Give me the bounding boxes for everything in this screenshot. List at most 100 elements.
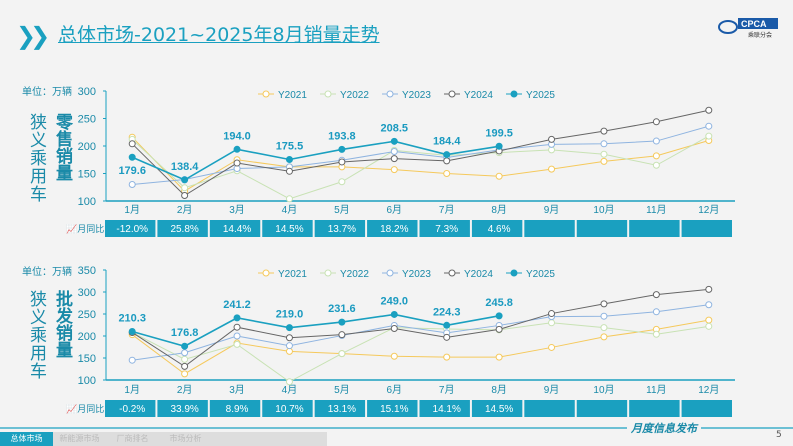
tab-market-analysis[interactable]: 市场分析 — [169, 434, 202, 443]
data-point-Y2023 — [128, 356, 136, 364]
x-tick-label: 4月 — [282, 204, 298, 216]
yoy-value: 14.5% — [275, 224, 303, 235]
svg-text:CPCA: CPCA — [741, 19, 767, 29]
x-tick-label: 12月 — [698, 204, 719, 216]
x-tick-label: 12月 — [698, 384, 719, 396]
series-line-Y2023 — [132, 125, 709, 185]
legend-label: Y2021 — [278, 90, 307, 101]
data-point-Y2024 — [181, 362, 189, 370]
unit-label: 单位：万辆 — [22, 267, 72, 278]
data-point-Y2023 — [181, 349, 189, 357]
yoy-value: 4.6% — [488, 224, 511, 235]
data-point-Y2021 — [495, 353, 503, 361]
yoy-value: 18.2% — [380, 224, 408, 235]
data-point-Y2022 — [181, 355, 189, 363]
yoy-label: 📈月同比 — [66, 223, 104, 234]
data-point-Y2023 — [652, 308, 660, 316]
yoy-value: 10.7% — [275, 404, 303, 415]
legend-label: Y2024 — [464, 90, 493, 101]
data-point-Y2023 — [233, 332, 241, 340]
y-tick-label: 150 — [78, 169, 96, 181]
x-tick-label: 5月 — [334, 384, 350, 396]
series-line-Y2022 — [131, 135, 710, 200]
data-point-Y2021 — [181, 370, 189, 378]
yoy-cell — [629, 400, 680, 417]
yoy-value: -0.2% — [119, 404, 145, 415]
data-point-Y2023 — [600, 140, 608, 148]
data-point-Y2021 — [390, 166, 398, 174]
x-tick-label: 11月 — [646, 204, 666, 216]
data-point-Y2024 — [443, 157, 451, 165]
x-tick-label: 8月 — [491, 384, 507, 396]
y-tick-label: 300 — [78, 86, 96, 98]
yoy-cell — [471, 220, 523, 237]
yoy-value: 13.7% — [328, 224, 356, 235]
data-point-Y2024 — [443, 333, 451, 341]
y-tick-label: 100 — [78, 196, 96, 208]
yoy-label: 📈月同比 — [66, 403, 104, 414]
tab-overall-market[interactable]: 总体市场 — [0, 432, 53, 446]
data-point-Y2024 — [652, 291, 660, 299]
data-point-Y2025 — [233, 145, 241, 153]
data-point-Y2022 — [233, 340, 241, 348]
data-label: 210.3 — [118, 312, 146, 324]
data-point-Y2025 — [338, 318, 346, 326]
y-tick-label: 200 — [78, 331, 96, 343]
data-point-Y2023 — [285, 342, 293, 350]
data-label: 193.8 — [328, 130, 356, 142]
data-point-Y2021 — [495, 172, 503, 180]
yoy-cell — [105, 400, 156, 417]
data-point-Y2023 — [600, 312, 608, 320]
legend-marker — [262, 90, 270, 98]
data-label: 224.3 — [433, 306, 461, 318]
yoy-value: -12.0% — [116, 224, 148, 235]
data-label: 245.8 — [485, 297, 513, 309]
data-point-Y2024 — [285, 334, 293, 342]
yoy-cell — [262, 220, 313, 237]
legend-label: Y2022 — [340, 269, 369, 280]
data-point-Y2022 — [705, 322, 713, 330]
yoy-cell — [314, 220, 366, 237]
yoy-value: 15.1% — [380, 404, 408, 415]
data-label: 184.4 — [433, 136, 461, 148]
x-tick-label: 7月 — [439, 384, 455, 396]
yoy-cell — [209, 400, 261, 417]
yoy-cell — [471, 400, 523, 417]
yoy-value: 25.8% — [170, 224, 198, 235]
data-point-Y2024 — [390, 325, 398, 333]
data-point-Y2022 — [338, 350, 346, 358]
tab-maker-ranking[interactable]: 厂商排名 — [116, 434, 149, 443]
data-point-Y2024 — [233, 159, 241, 167]
data-point-Y2022 — [285, 378, 293, 386]
data-point-Y2022 — [652, 161, 660, 169]
data-point-Y2025 — [443, 321, 451, 329]
data-point-Y2024 — [128, 140, 136, 148]
y-axis-label: 批发销量 — [52, 290, 72, 358]
yoy-cell — [209, 220, 261, 237]
legend-marker — [510, 90, 518, 98]
data-label: 241.2 — [223, 299, 251, 311]
legend-marker — [386, 90, 394, 98]
x-tick-label: 4月 — [282, 384, 298, 396]
data-point-Y2022 — [600, 324, 608, 332]
data-point-Y2025 — [390, 310, 398, 318]
series-line-Y2022 — [131, 322, 709, 383]
data-point-Y2023 — [705, 122, 713, 130]
data-point-Y2024 — [600, 127, 608, 135]
data-point-Y2025 — [128, 327, 136, 335]
yoy-cell — [314, 400, 366, 417]
tab-nev-market[interactable]: 新能源市场 — [59, 434, 100, 443]
x-tick-label: 10月 — [593, 204, 614, 216]
data-point-Y2025 — [338, 145, 346, 153]
legend-label: Y2025 — [526, 269, 555, 280]
series-line-Y2021 — [131, 319, 709, 375]
x-tick-label: 6月 — [387, 204, 403, 216]
side-label: 狭义乘用车 — [26, 290, 46, 380]
data-point-Y2023 — [390, 148, 398, 155]
x-tick-label: 8月 — [491, 204, 507, 216]
data-label: 179.6 — [118, 165, 146, 177]
yoy-cell — [524, 220, 575, 237]
legend-marker — [510, 269, 518, 277]
data-point-Y2021 — [390, 352, 398, 360]
data-label: 249.0 — [381, 295, 409, 307]
